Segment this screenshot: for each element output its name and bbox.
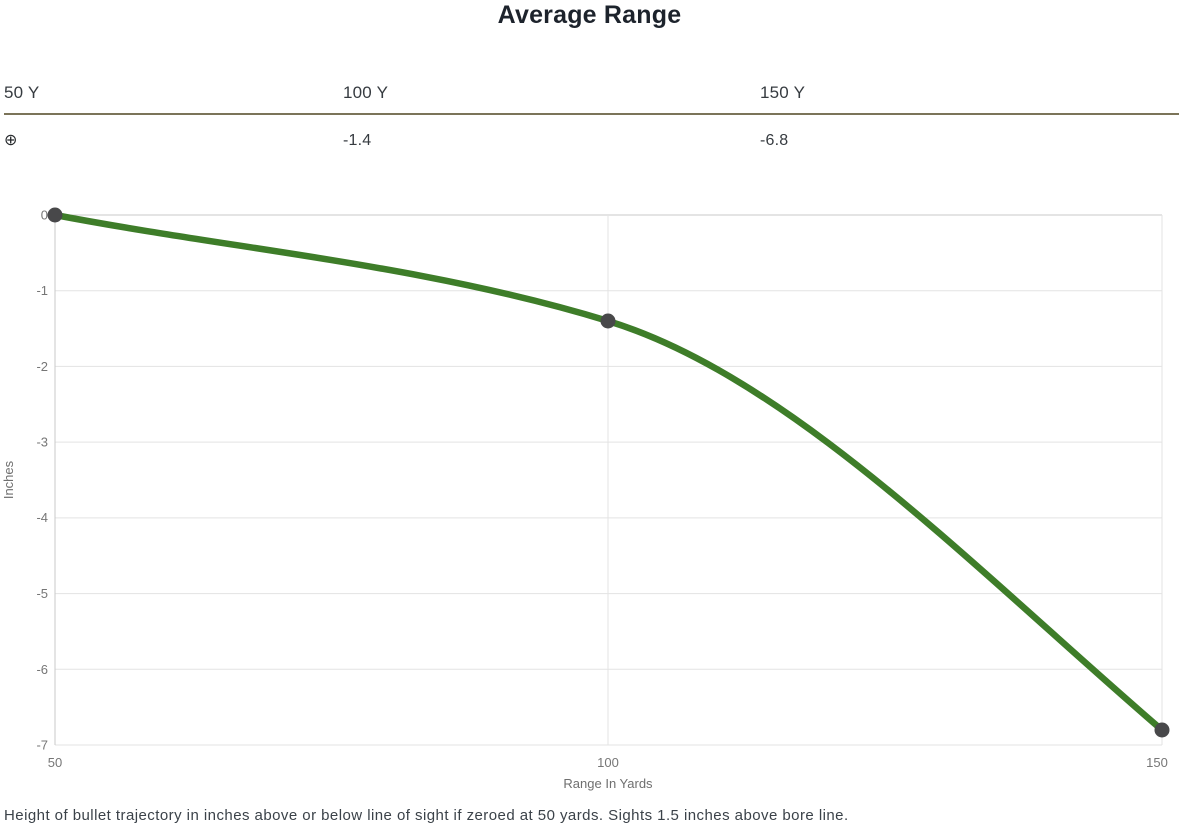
chart-description: Height of bullet trajectory in inches ab…: [4, 807, 849, 824]
y-axis-tick-labels: 0 -1 -2 -3 -4 -5 -6 -7: [36, 208, 48, 753]
y-axis-title: Inches: [1, 460, 16, 499]
x-axis-title: Range In Yards: [563, 776, 653, 791]
summary-header-150y: 150 Y: [760, 83, 806, 102]
zero-crosshair-icon: ⊕: [4, 132, 18, 149]
x-tick-50: 50: [48, 755, 62, 770]
data-point-markers: [47, 207, 1170, 738]
x-tick-100: 100: [597, 755, 619, 770]
summary-header-100y: 100 Y: [343, 83, 389, 102]
page-title: Average Range: [497, 1, 682, 29]
trajectory-line: [51, 211, 1166, 734]
y-tick-m2: -2: [36, 359, 48, 374]
summary-header-50y: 50 Y: [4, 83, 40, 102]
data-point-150y[interactable]: [1154, 722, 1170, 738]
y-tick-m4: -4: [36, 510, 48, 525]
data-point-50y[interactable]: [47, 207, 63, 223]
y-tick-m6: -6: [36, 662, 48, 677]
summary-value-150y: -6.8: [760, 132, 789, 149]
y-tick-m1: -1: [36, 283, 48, 298]
y-tick-m7: -7: [36, 738, 48, 753]
summary-value-row: ⊕ -1.4 -6.8: [4, 115, 1179, 150]
summary-value-100y: -1.4: [343, 132, 372, 149]
y-tick-m3: -3: [36, 435, 48, 450]
data-point-100y[interactable]: [600, 313, 616, 329]
x-tick-150: 150: [1146, 755, 1168, 770]
y-tick-0: 0: [41, 208, 48, 223]
summary-header-row: 50 Y 100 Y 150 Y: [4, 83, 1179, 115]
range-summary-table: 50 Y 100 Y 150 Y ⊕ -1.4 -6.8: [0, 83, 1179, 150]
y-tick-m5: -5: [36, 586, 48, 601]
vertical-gridlines: [54, 215, 1163, 745]
x-axis-tick-labels: 50 100 150: [48, 755, 1168, 770]
trajectory-line-chart: 0 -1 -2 -3 -4 -5 -6 -7 50 100 150 Range …: [0, 196, 1179, 796]
